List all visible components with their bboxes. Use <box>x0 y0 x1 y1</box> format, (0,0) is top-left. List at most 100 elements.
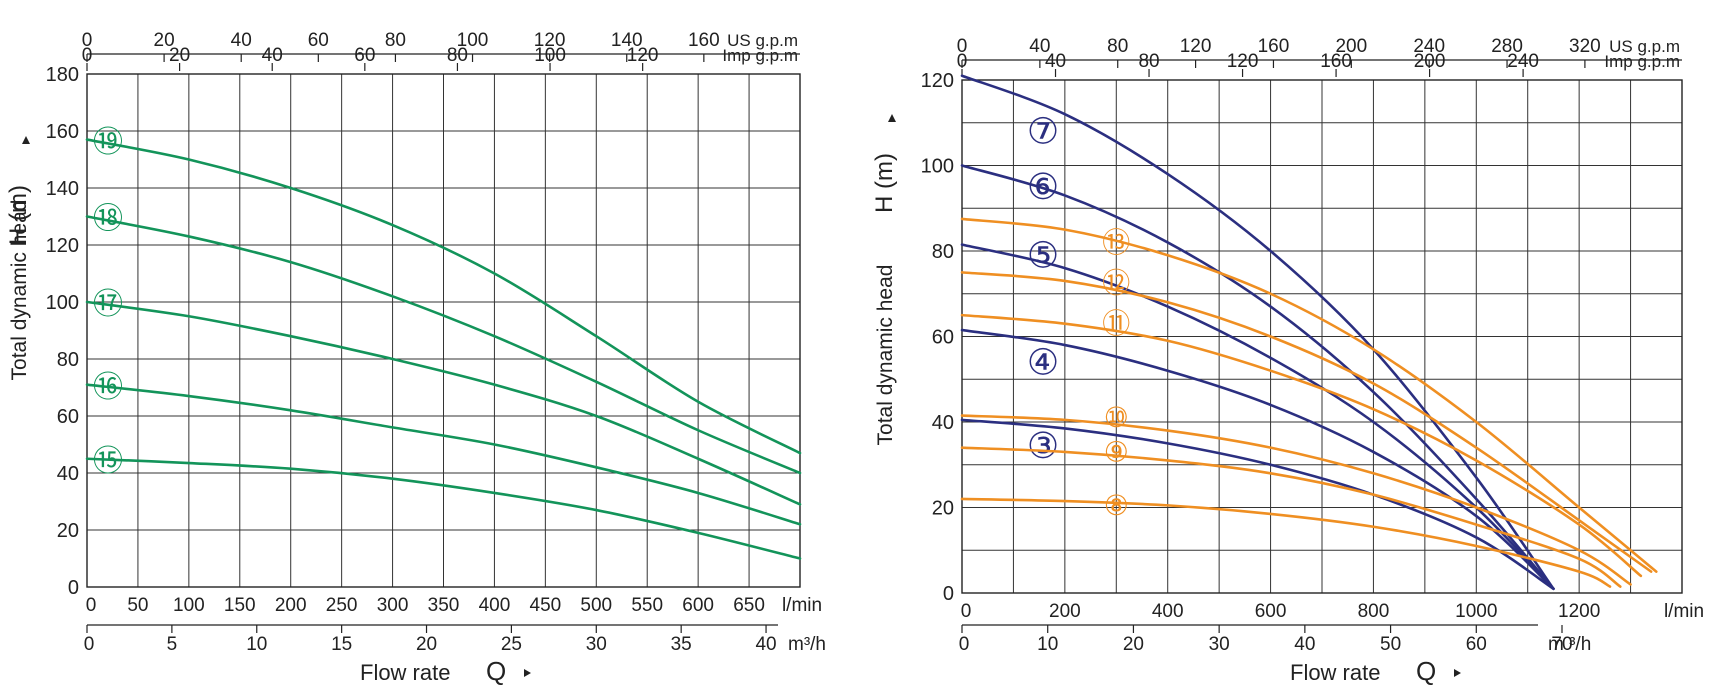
series-label: ⑧ <box>1104 490 1129 521</box>
m3h-tick-label: 5 <box>167 634 178 655</box>
x-tick-label: 200 <box>275 595 307 616</box>
m3h-tick-label: 20 <box>416 634 437 655</box>
usgpm-unit-label: US g.p.m <box>727 31 798 50</box>
series-line <box>960 497 1612 588</box>
m3h-tick-label: 0 <box>84 634 95 655</box>
m3h-unit-label: m³/h <box>788 634 826 655</box>
m3h-tick-label: 15 <box>331 634 352 655</box>
x-unit-label: l/min <box>782 595 822 616</box>
series-label: ⑨ <box>1104 436 1129 467</box>
series-label: ⑪ <box>1102 308 1130 339</box>
x-tick-label: 550 <box>631 595 663 616</box>
x-axis-arrow-icon <box>524 669 531 677</box>
series-line <box>960 328 1555 591</box>
x-tick-label: 600 <box>682 595 714 616</box>
m3h-tick-label: 40 <box>755 634 776 655</box>
impgpm-tick-label: 20 <box>169 45 190 66</box>
series-group: ⑦ ⑥ ⑤ ④ ③ ⑬ ⑫ ⑪ ⑩⑨ ⑧ <box>960 74 1658 591</box>
usgpm-tick-label: 60 <box>308 30 329 51</box>
x-tick-label: 0 <box>961 601 972 622</box>
impgpm-tick-label: 40 <box>1045 51 1066 72</box>
m3h-tick-label: 40 <box>1294 634 1315 655</box>
usgpm-tick-label: 160 <box>688 30 720 51</box>
y-tick-labels: 0 20 40 60 80 100 120 <box>921 70 954 605</box>
usgpm-tick-label: 100 <box>457 30 489 51</box>
usgpm-tick-label: 320 <box>1569 36 1601 57</box>
series-label: ⑤ <box>1027 235 1059 276</box>
x-axis-label: Flow rate <box>360 660 450 685</box>
usgpm-tick-label: 200 <box>1335 36 1367 57</box>
usgpm-tick-label: 0 <box>82 30 93 51</box>
m3h-unit-label: m ³/h <box>1548 634 1591 655</box>
series-line <box>960 74 1555 591</box>
y-tick-label: 60 <box>57 406 79 428</box>
usgpm-tick-label: 80 <box>385 30 406 51</box>
series-label: ③ <box>1027 425 1059 466</box>
m3h-tick-label: 10 <box>246 634 267 655</box>
impgpm-tick-label: 80 <box>1138 51 1159 72</box>
y-tick-label: 0 <box>68 577 79 599</box>
x-tick-label: 450 <box>530 595 562 616</box>
m3h-tick-label: 10 <box>1037 634 1058 655</box>
x-tick-label: 1200 <box>1558 601 1600 622</box>
usgpm-tick-label: 140 <box>611 30 643 51</box>
m3h-tick-label: 70 <box>1551 634 1572 655</box>
x-tick-label: 100 <box>173 595 205 616</box>
usgpm-tick-label: 0 <box>957 36 968 57</box>
series-line <box>85 300 802 506</box>
impgpm-tick-label: 80 <box>447 45 468 66</box>
plot-frame <box>961 79 1683 594</box>
top-axes: 0 20 40 60 80 100 120 140 160 US g.p.m0 20 40 60 80 10… <box>82 30 800 71</box>
x-tick-labels: 0 200 400 600 800 1000 1200 l/min <box>961 601 1704 622</box>
y-tick-label: 40 <box>932 412 954 434</box>
x-axis-title: Flow rate Q <box>1290 656 1461 686</box>
series-label: ⑱ <box>93 203 123 236</box>
x-tick-label: 400 <box>1152 601 1184 622</box>
y-tick-label: 60 <box>932 327 954 349</box>
usgpm-tick-label: 40 <box>1029 36 1050 57</box>
impgpm-tick-label: 0 <box>82 45 93 66</box>
series-label: ④ <box>1027 341 1059 382</box>
m3h-axis: 0 10 20 30 40 50 60 70m ³/h <box>959 624 1591 655</box>
x-tick-label: 1000 <box>1455 601 1497 622</box>
y-axis-label: Total dynamic head <box>8 200 31 381</box>
series-label: ⑮ <box>93 445 123 478</box>
y-tick-label: 120 <box>921 70 954 92</box>
x-tick-label: 350 <box>428 595 460 616</box>
usgpm-tick-label: 80 <box>1107 36 1128 57</box>
grid <box>86 73 801 588</box>
y-tick-label: 80 <box>932 241 954 263</box>
y-axis-arrow-icon <box>888 114 896 122</box>
y-tick-label: 20 <box>932 498 954 520</box>
impgpm-tick-label: 0 <box>957 51 968 72</box>
m3h-axis: 0 5 10 15 20 25 30 35 40 m³/h <box>84 624 826 655</box>
m3h-tick-label: 30 <box>1209 634 1230 655</box>
series-label: ⑩ <box>1104 402 1129 433</box>
y-tick-label: 120 <box>46 235 79 257</box>
m3h-tick-label: 0 <box>959 634 970 655</box>
y-axis-unit: H (m) <box>871 153 898 213</box>
series-line <box>85 215 802 475</box>
x-axis-title: Flow rate Q <box>360 656 531 686</box>
series-label: ⑬ <box>1102 227 1130 258</box>
m3h-tick-label: 20 <box>1123 634 1144 655</box>
x-axis-arrow-icon <box>1454 669 1461 677</box>
y-tick-label: 0 <box>943 583 954 605</box>
y-tick-label: 160 <box>46 121 79 143</box>
series-line <box>960 271 1653 573</box>
impgpm-tick-label: 240 <box>1507 51 1539 72</box>
x-axis-label: Flow rate <box>1290 660 1380 685</box>
series-line <box>85 138 802 455</box>
x-tick-label: 200 <box>1049 601 1081 622</box>
top-axes: 0 40 80 120 160 200 240 280 320 US g.p.m0 40 80 120 1… <box>957 36 1682 77</box>
m3h-tick-label: 25 <box>501 634 522 655</box>
x-tick-label: 0 <box>86 595 97 616</box>
impgpm-tick-label: 60 <box>354 45 375 66</box>
impgpm-tick-label: 160 <box>1320 51 1352 72</box>
y-tick-label: 100 <box>46 292 79 314</box>
series-line <box>960 164 1555 591</box>
y-tick-label: 140 <box>46 178 79 200</box>
m3h-tick-label: 50 <box>1380 634 1401 655</box>
usgpm-tick-label: 120 <box>1180 36 1212 57</box>
